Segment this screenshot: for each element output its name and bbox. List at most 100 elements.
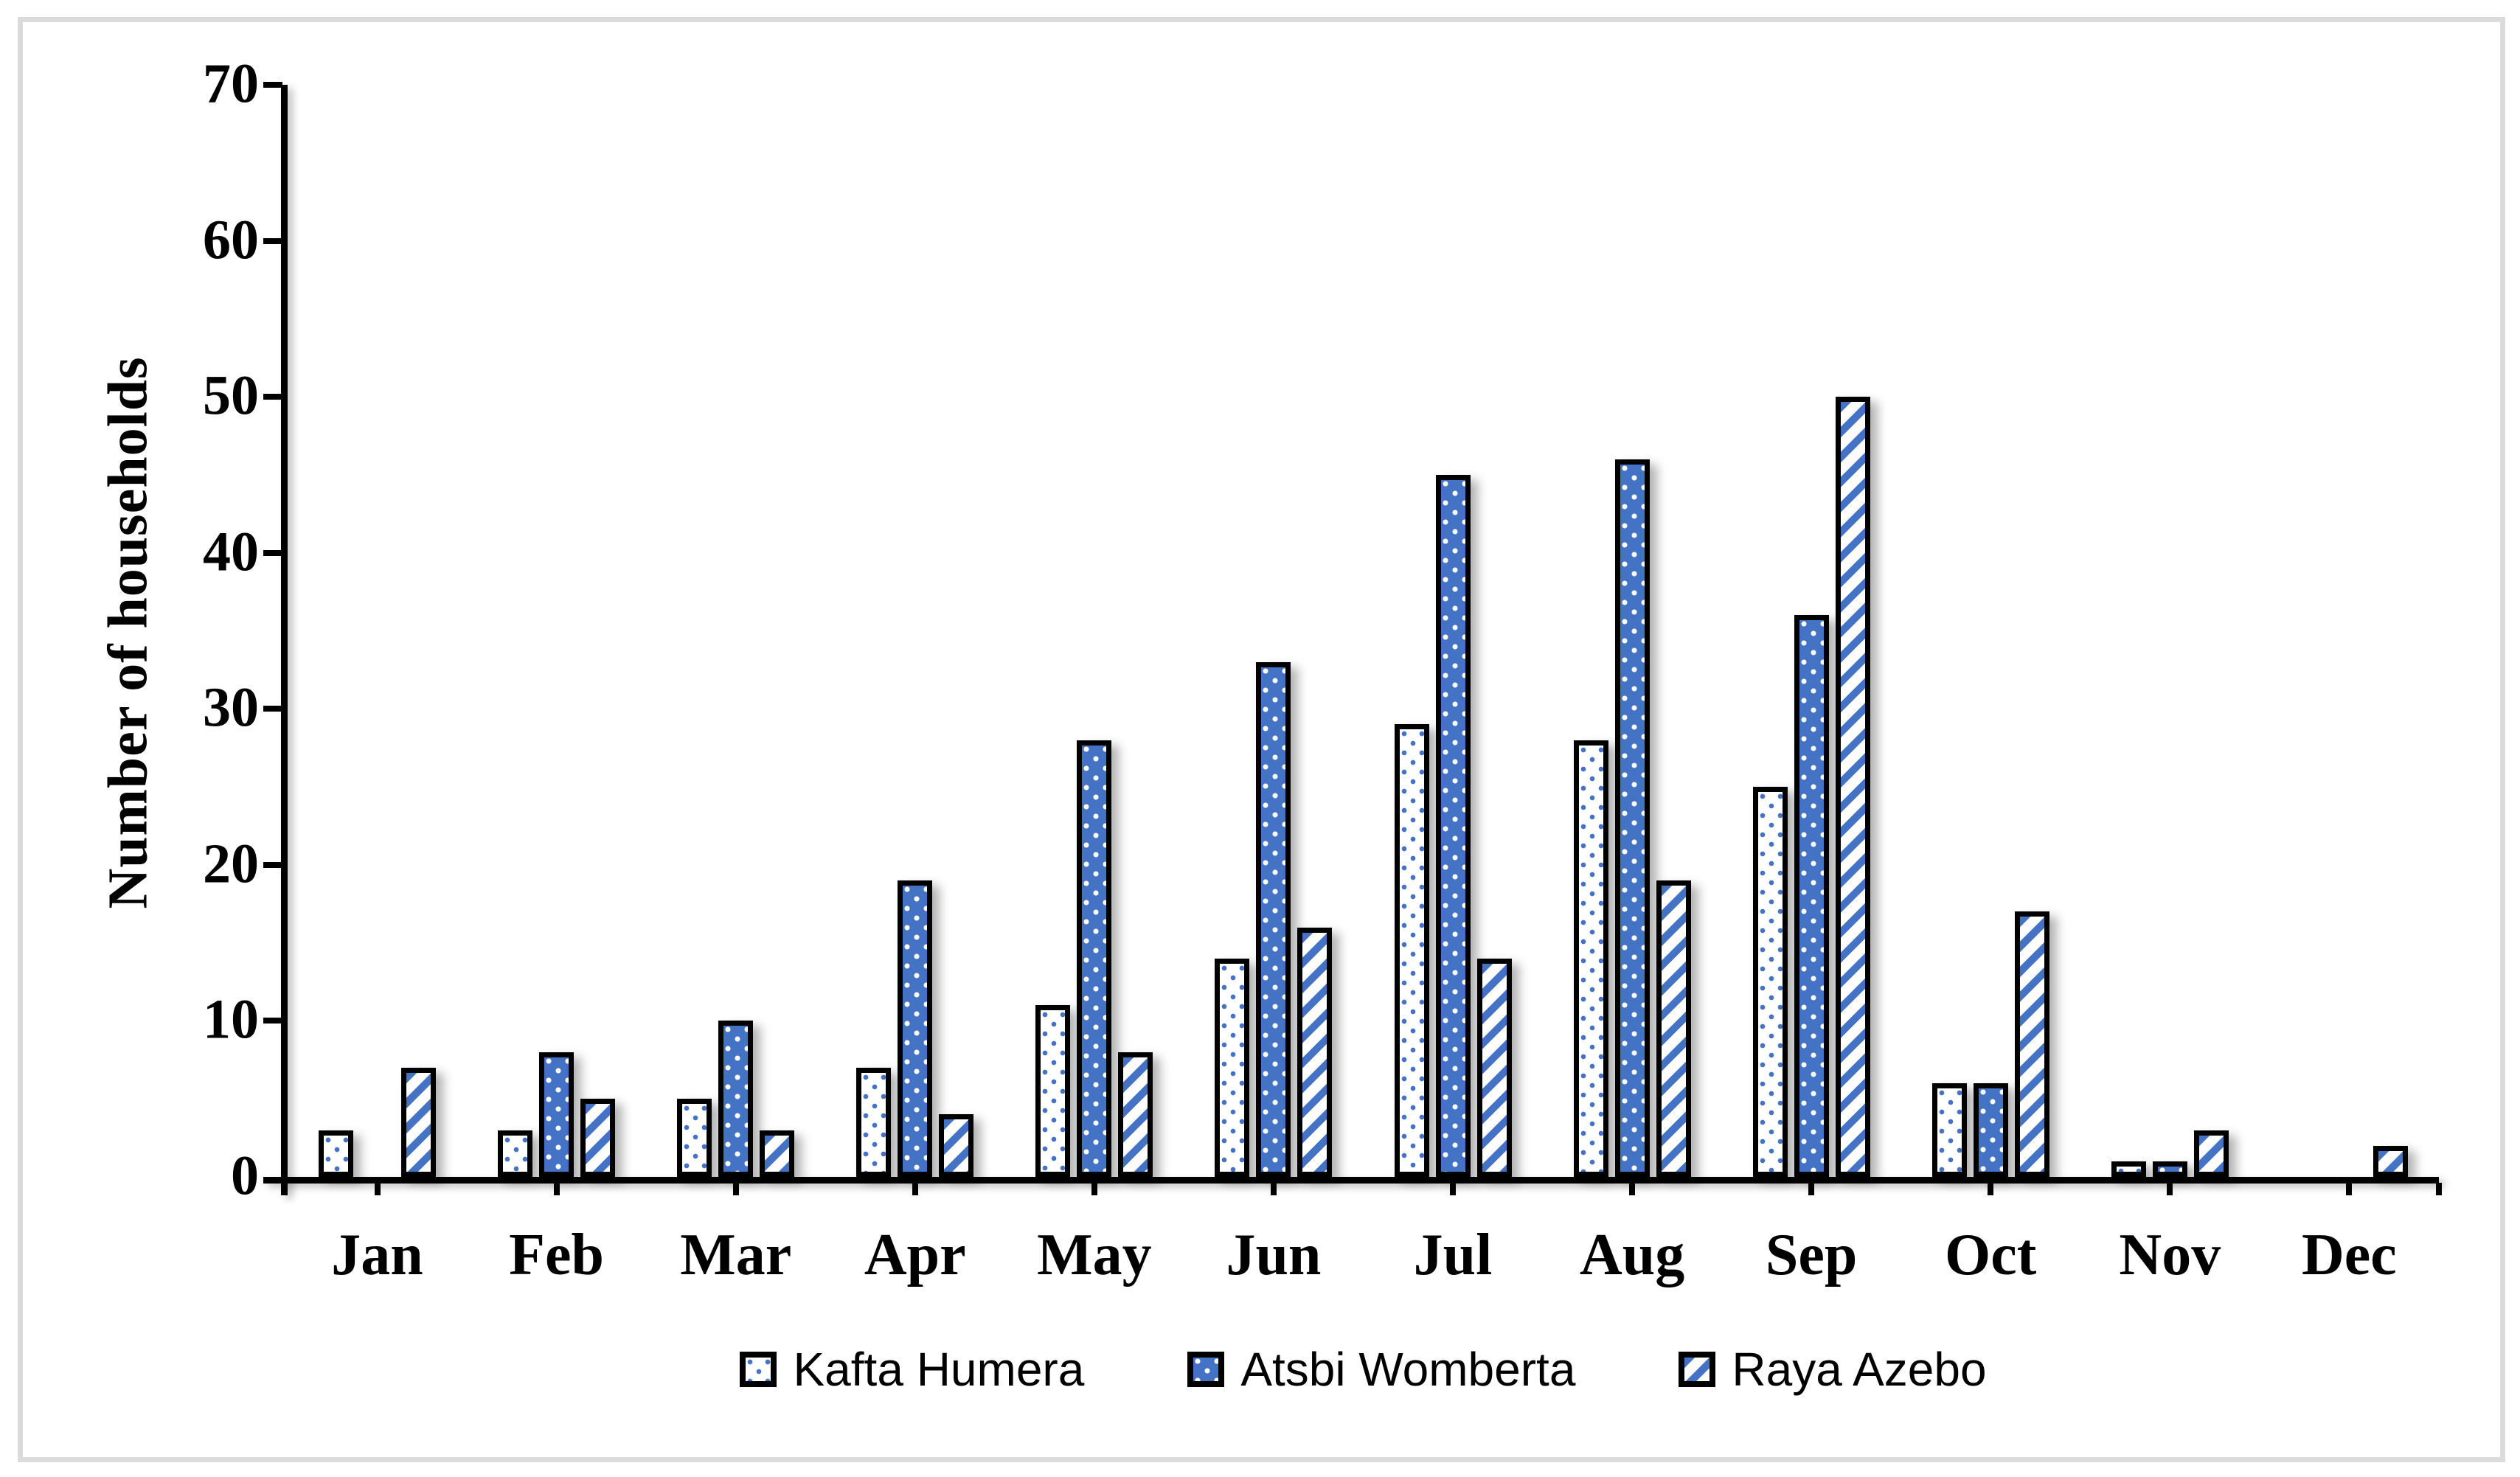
- x-axis-label-nov: Nov: [2119, 1223, 2221, 1287]
- x-tick: [1808, 1183, 1815, 1195]
- y-tick: [263, 394, 282, 400]
- y-tick-label: 0: [231, 1144, 259, 1207]
- y-tick: [263, 82, 282, 88]
- bar-group-aug: [1543, 85, 1722, 1177]
- x-tick: [2167, 1183, 2173, 1195]
- bar-kafta-apr: [856, 1067, 892, 1177]
- bar-raya-may: [1118, 1052, 1153, 1177]
- legend-item-kafta: Kafta Humera: [740, 1346, 1084, 1393]
- bar-atsbi-jun: [1256, 661, 1291, 1177]
- legend-swatch-kafta: [740, 1352, 777, 1387]
- y-tick: [263, 706, 282, 712]
- x-tick: [732, 1183, 739, 1195]
- y-tick-label: 10: [203, 988, 259, 1051]
- bar-kafta-may: [1035, 1005, 1071, 1177]
- bar-raya-apr: [939, 1114, 974, 1177]
- bar-raya-sep: [1835, 397, 1870, 1177]
- bar-group-mar: [646, 85, 825, 1177]
- y-tick: [263, 237, 282, 244]
- bar-atsbi-nov: [2152, 1161, 2187, 1177]
- x-tick: [1091, 1183, 1097, 1195]
- x-tick: [553, 1183, 560, 1195]
- bar-kafta-mar: [677, 1099, 712, 1177]
- x-axis-label-jun: Jun: [1226, 1223, 1322, 1287]
- bar-group-oct: [1901, 85, 2080, 1177]
- bar-raya-dec: [2373, 1145, 2408, 1177]
- x-axis-label-aug: Aug: [1579, 1223, 1685, 1287]
- x-axis-label-jul: Jul: [1413, 1223, 1493, 1287]
- x-tick: [912, 1183, 918, 1195]
- x-axis-labels: Jan Feb Mar Apr May Jun Jul Aug Sep Oct Nov Dec: [288, 1221, 2439, 1289]
- bar-raya-nov: [2193, 1130, 2229, 1177]
- legend-swatch-raya: [1679, 1352, 1716, 1387]
- y-tick: [263, 549, 282, 556]
- y-tick-label: 30: [203, 676, 259, 739]
- x-axis-end-tick: [2436, 1183, 2442, 1195]
- y-tick: [263, 861, 282, 868]
- legend-item-atsbi: Atsbi Womberta: [1187, 1346, 1575, 1393]
- bar-kafta-jan: [319, 1130, 354, 1177]
- bar-group-sep: [1722, 85, 1901, 1177]
- bar-atsbi-oct: [1973, 1083, 2008, 1177]
- legend-label-kafta: Kafta Humera: [793, 1343, 1085, 1396]
- bar-kafta-sep: [1752, 787, 1788, 1177]
- x-axis-label-dec: Dec: [2302, 1223, 2397, 1287]
- bar-atsbi-sep: [1794, 615, 1829, 1177]
- bar-kafta-jun: [1215, 958, 1250, 1177]
- y-tick-label: 60: [203, 209, 259, 271]
- x-axis-label-oct: Oct: [1945, 1223, 2037, 1287]
- x-tick: [1270, 1183, 1277, 1195]
- bar-raya-jun: [1297, 927, 1333, 1177]
- x-axis-label-apr: Apr: [864, 1223, 966, 1287]
- figure-frame: Number of households 0 10 20 30 40 50 60 70 Jan…: [18, 17, 2505, 1462]
- bar-raya-jul: [1476, 958, 1512, 1177]
- bar-atsbi-jul: [1435, 474, 1471, 1177]
- bar-group-dec: [2260, 85, 2439, 1177]
- bar-raya-oct: [2014, 911, 2049, 1177]
- bar-group-apr: [825, 85, 1004, 1177]
- bar-group-nov: [2080, 85, 2260, 1177]
- y-tick-label: 50: [203, 364, 259, 427]
- y-tick-label: 40: [203, 521, 259, 583]
- bar-atsbi-aug: [1614, 459, 1650, 1177]
- legend-swatch-atsbi: [1187, 1352, 1225, 1387]
- y-tick-label: 70: [203, 52, 259, 115]
- bar-atsbi-apr: [898, 880, 933, 1177]
- bar-raya-feb: [580, 1099, 616, 1177]
- bar-atsbi-feb: [539, 1052, 575, 1177]
- bar-atsbi-may: [1077, 740, 1112, 1177]
- bar-group-feb: [467, 85, 646, 1177]
- x-axis-label-jan: Jan: [331, 1223, 423, 1287]
- bar-group-may: [1004, 85, 1184, 1177]
- bar-kafta-feb: [498, 1130, 533, 1177]
- legend-label-raya: Raya Azebo: [1732, 1343, 1987, 1396]
- y-axis-tick-labels: 0 10 20 30 40 50 60 70: [23, 55, 259, 1203]
- x-tick: [1450, 1183, 1457, 1195]
- bar-raya-jan: [401, 1067, 437, 1177]
- x-tick: [2346, 1183, 2353, 1195]
- x-axis-label-sep: Sep: [1765, 1223, 1858, 1287]
- bar-group-jun: [1184, 85, 1363, 1177]
- legend: Kafta Humera Atsbi Womberta Raya Azebo: [288, 1346, 2439, 1393]
- bar-kafta-jul: [1394, 724, 1429, 1177]
- y-axis-line: [281, 85, 288, 1195]
- x-tick: [374, 1183, 381, 1195]
- bar-group-jan: [288, 85, 467, 1177]
- plot-area: [263, 82, 2442, 1195]
- x-tick: [1629, 1183, 1636, 1195]
- x-axis-label-may: May: [1037, 1223, 1152, 1287]
- y-tick-label: 20: [203, 833, 259, 895]
- bar-atsbi-mar: [718, 1021, 754, 1177]
- x-axis-line: [263, 1177, 2439, 1184]
- legend-label-atsbi: Atsbi Womberta: [1240, 1343, 1576, 1396]
- x-axis-label-mar: Mar: [680, 1223, 792, 1287]
- bar-raya-mar: [760, 1130, 795, 1177]
- y-tick: [263, 1018, 282, 1024]
- legend-item-raya: Raya Azebo: [1679, 1343, 1987, 1396]
- bar-kafta-nov: [2111, 1161, 2146, 1177]
- bar-kafta-aug: [1573, 740, 1608, 1177]
- bar-group-jul: [1364, 85, 1543, 1177]
- bar-raya-aug: [1656, 880, 1691, 1177]
- bar-kafta-oct: [1931, 1083, 1967, 1177]
- x-tick: [1988, 1183, 1994, 1195]
